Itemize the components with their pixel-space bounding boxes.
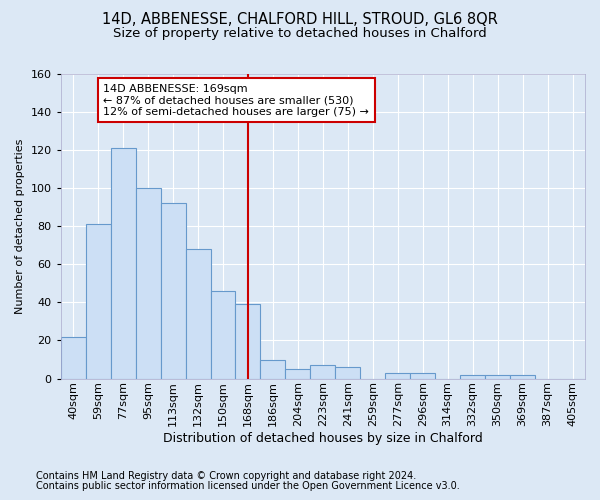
Bar [235,304,260,378]
Bar [310,365,335,378]
Text: Size of property relative to detached houses in Chalford: Size of property relative to detached ho… [113,28,487,40]
Bar [136,188,161,378]
Text: Contains public sector information licensed under the Open Government Licence v3: Contains public sector information licen… [36,481,460,491]
Bar [110,148,136,378]
Y-axis label: Number of detached properties: Number of detached properties [15,138,25,314]
Bar [61,336,86,378]
Bar [211,291,235,378]
Bar [185,249,211,378]
Bar [385,373,410,378]
Bar [286,369,310,378]
Bar [335,367,361,378]
Bar [260,360,286,378]
Bar [161,204,185,378]
Bar [485,374,510,378]
Bar [460,374,485,378]
Text: 14D ABBENESSE: 169sqm
← 87% of detached houses are smaller (530)
12% of semi-det: 14D ABBENESSE: 169sqm ← 87% of detached … [103,84,369,116]
Bar [510,374,535,378]
Text: Contains HM Land Registry data © Crown copyright and database right 2024.: Contains HM Land Registry data © Crown c… [36,471,416,481]
X-axis label: Distribution of detached houses by size in Chalford: Distribution of detached houses by size … [163,432,483,445]
Bar [410,373,435,378]
Text: 14D, ABBENESSE, CHALFORD HILL, STROUD, GL6 8QR: 14D, ABBENESSE, CHALFORD HILL, STROUD, G… [102,12,498,28]
Bar [86,224,110,378]
